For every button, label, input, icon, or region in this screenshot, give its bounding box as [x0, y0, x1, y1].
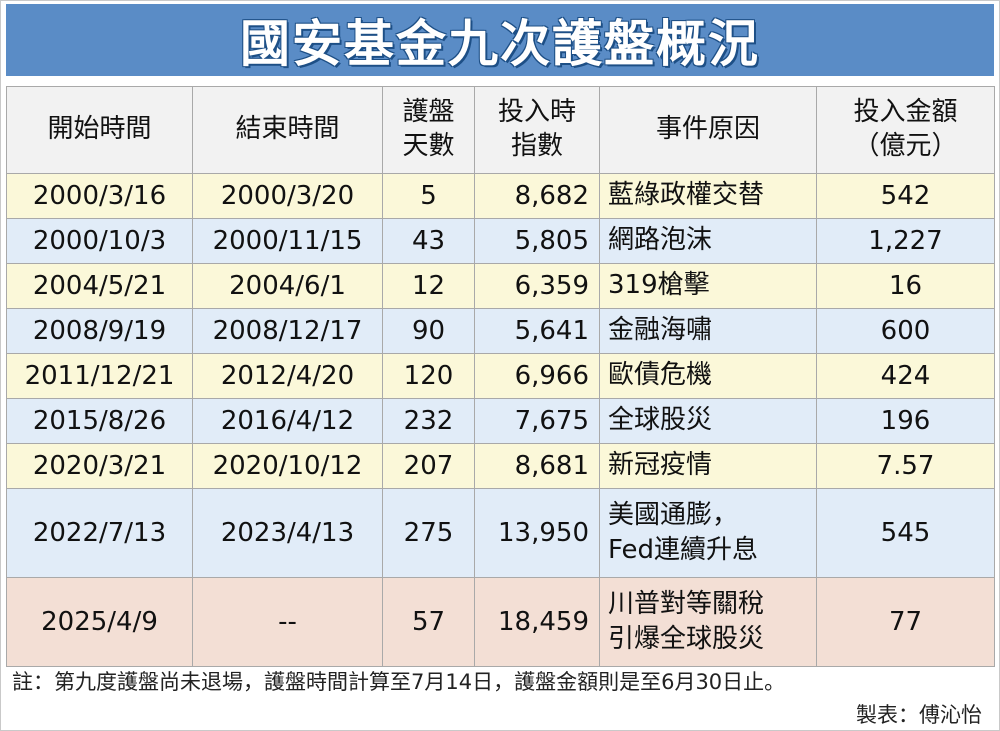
cell-end: 2016/4/12: [192, 398, 383, 444]
header-reason: 事件原因: [599, 86, 817, 174]
cell-reason: 319槍擊: [599, 263, 817, 309]
cell-days: 43: [382, 218, 475, 264]
cell-index: 6,359: [474, 263, 600, 309]
table-row: 2004/5/21 2004/6/1 12 6,359 319槍擊 16: [6, 263, 995, 309]
cell-end: 2020/10/12: [192, 443, 383, 489]
cell-days: 90: [382, 308, 475, 354]
cell-index: 8,682: [474, 173, 600, 219]
cell-reason: 藍綠政權交替: [599, 173, 817, 219]
cell-index: 18,459: [474, 577, 600, 667]
cell-days: 275: [382, 488, 475, 578]
cell-start: 2025/4/9: [6, 577, 193, 667]
cell-end: 2000/11/15: [192, 218, 383, 264]
cell-start: 2008/9/19: [6, 308, 193, 354]
title-bar: 國安基金九次護盤概況: [6, 4, 994, 76]
cell-index: 6,966: [474, 353, 600, 399]
cell-amount: 196: [816, 398, 995, 444]
cell-reason: 川普對等關稅 引爆全球股災: [599, 577, 817, 667]
cell-days: 5: [382, 173, 475, 219]
cell-end: 2012/4/20: [192, 353, 383, 399]
table-row: 2015/8/26 2016/4/12 232 7,675 全球股災 196: [6, 398, 995, 444]
header-end: 結束時間: [192, 86, 383, 174]
table-row: 2020/3/21 2020/10/12 207 8,681 新冠疫情 7.57: [6, 443, 995, 489]
cell-days: 12: [382, 263, 475, 309]
cell-days: 232: [382, 398, 475, 444]
cell-reason: 美國通膨， Fed連續升息: [599, 488, 817, 578]
cell-start: 2000/3/16: [6, 173, 193, 219]
table-row: 2025/4/9 -- 57 18,459 川普對等關稅 引爆全球股災 77: [6, 577, 995, 667]
cell-days: 57: [382, 577, 475, 667]
table-row: 2022/7/13 2023/4/13 275 13,950 美國通膨， Fed連…: [6, 488, 995, 578]
cell-end: --: [192, 577, 383, 667]
cell-start: 2020/3/21: [6, 443, 193, 489]
cell-reason: 網路泡沫: [599, 218, 817, 264]
cell-start: 2022/7/13: [6, 488, 193, 578]
cell-index: 13,950: [474, 488, 600, 578]
header-start: 開始時間: [6, 86, 193, 174]
cell-amount: 7.57: [816, 443, 995, 489]
header-amount: 投入金額 （億元）: [816, 86, 995, 174]
table-row: 2000/10/3 2000/11/15 43 5,805 網路泡沫 1,227: [6, 218, 995, 264]
cell-amount: 600: [816, 308, 995, 354]
table-row: 2000/3/16 2000/3/20 5 8,682 藍綠政權交替 542: [6, 173, 995, 219]
cell-end: 2008/12/17: [192, 308, 383, 354]
table-row: 2011/12/21 2012/4/20 120 6,966 歐債危機 424: [6, 353, 995, 399]
header-index: 投入時 指數: [474, 86, 600, 174]
cell-reason: 新冠疫情: [599, 443, 817, 489]
cell-days: 207: [382, 443, 475, 489]
cell-days: 120: [382, 353, 475, 399]
cell-start: 2011/12/21: [6, 353, 193, 399]
credit-line: 製表：傅沁怡: [856, 703, 982, 727]
cell-amount: 1,227: [816, 218, 995, 264]
cell-amount: 424: [816, 353, 995, 399]
cell-index: 5,641: [474, 308, 600, 354]
cell-amount: 16: [816, 263, 995, 309]
table-row: 2008/9/19 2008/12/17 90 5,641 金融海嘯 600: [6, 308, 995, 354]
cell-end: 2023/4/13: [192, 488, 383, 578]
rescue-table: 開始時間 結束時間 護盤 天數 投入時 指數 事件原因 投入金額 （億元） 2000/…: [6, 86, 995, 667]
cell-start: 2004/5/21: [6, 263, 193, 309]
cell-reason: 全球股災: [599, 398, 817, 444]
header-days: 護盤 天數: [382, 86, 475, 174]
cell-index: 5,805: [474, 218, 600, 264]
footnote: 註：第九度護盤尚未退場，護盤時間計算至7月14日，護盤金額則是至6月30日止。: [12, 670, 786, 694]
cell-end: 2000/3/20: [192, 173, 383, 219]
cell-index: 8,681: [474, 443, 600, 489]
cell-start: 2000/10/3: [6, 218, 193, 264]
cell-reason: 金融海嘯: [599, 308, 817, 354]
cell-index: 7,675: [474, 398, 600, 444]
table-header-row: 開始時間 結束時間 護盤 天數 投入時 指數 事件原因 投入金額 （億元）: [6, 86, 995, 174]
cell-amount: 77: [816, 577, 995, 667]
cell-reason: 歐債危機: [599, 353, 817, 399]
cell-amount: 545: [816, 488, 995, 578]
cell-amount: 542: [816, 173, 995, 219]
page-title: 國安基金九次護盤概況: [240, 15, 760, 73]
cell-end: 2004/6/1: [192, 263, 383, 309]
cell-start: 2015/8/26: [6, 398, 193, 444]
